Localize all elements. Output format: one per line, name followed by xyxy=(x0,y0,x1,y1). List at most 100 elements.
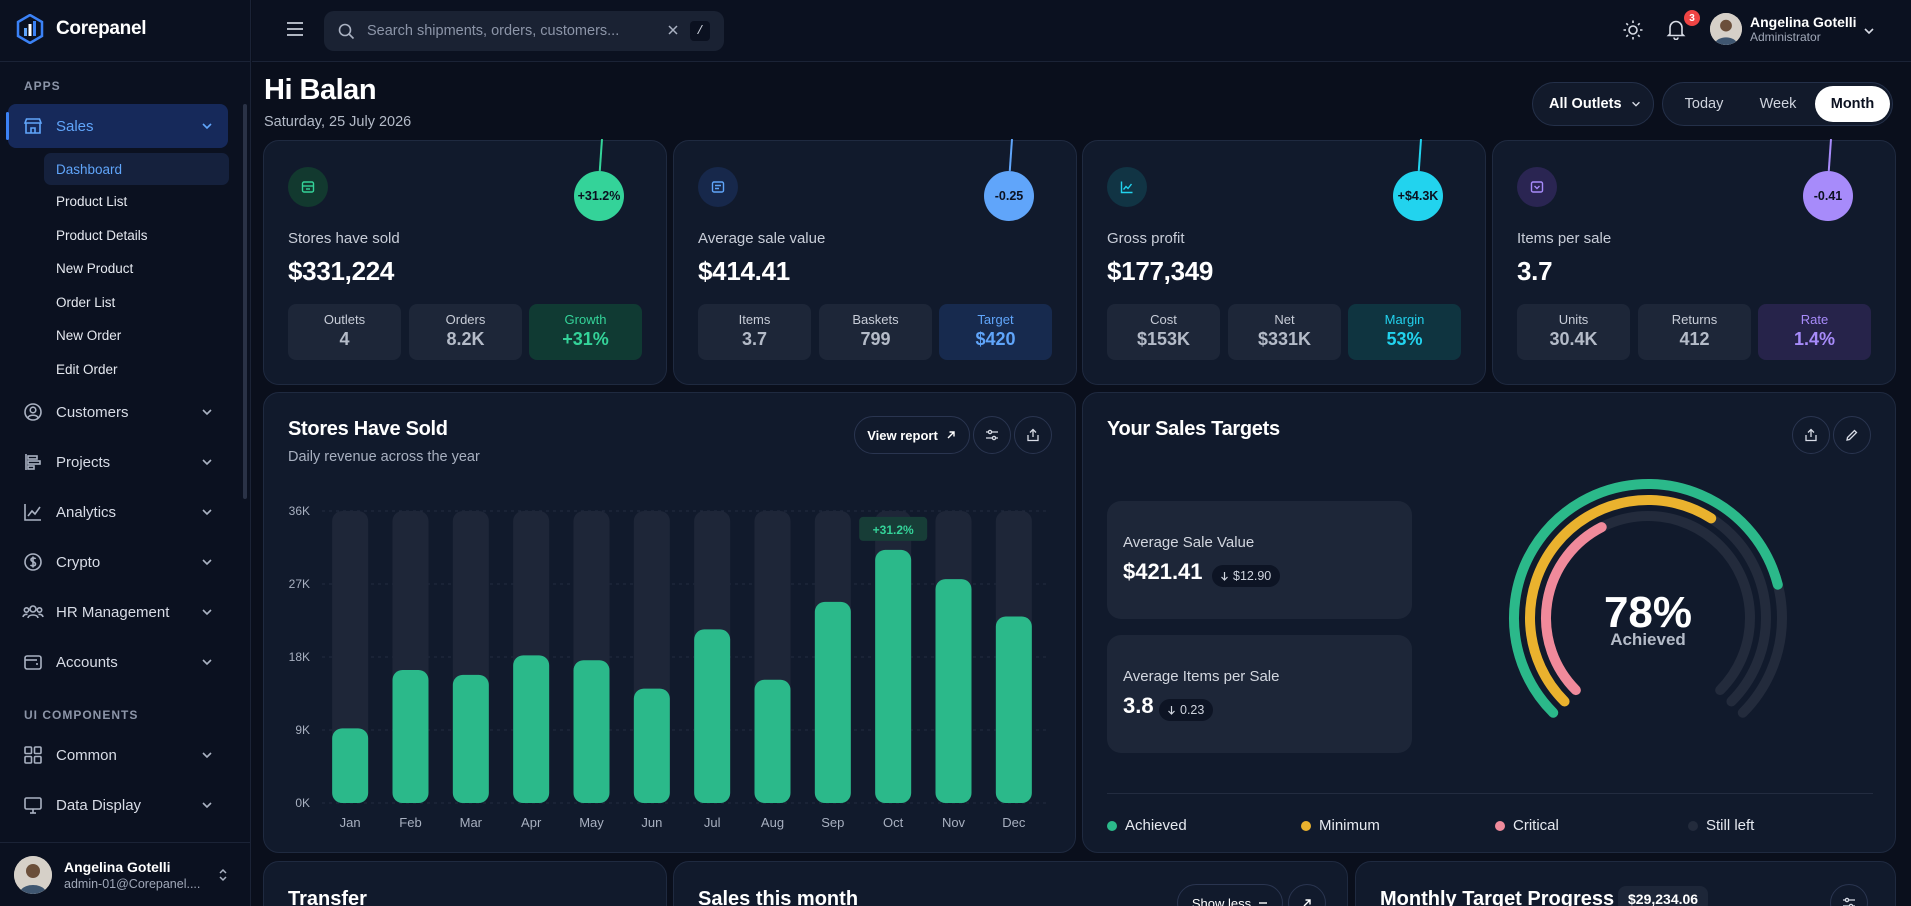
target-value: 3.8 xyxy=(1123,693,1154,718)
page-title: Hi Balan xyxy=(264,74,377,106)
mini-stat-items: Items 3.7 xyxy=(698,304,811,360)
chevron-down-icon xyxy=(202,752,212,759)
legend-label: Critical xyxy=(1513,817,1559,834)
x-tick-label: May xyxy=(579,815,604,830)
brand[interactable]: Corepanel xyxy=(16,14,147,44)
arrow-down-icon xyxy=(1221,572,1228,581)
chevron-down-icon xyxy=(202,509,212,516)
sidebar-item-label: Data Display xyxy=(56,796,142,814)
mini-stat-net: Net $331K xyxy=(1228,304,1341,360)
legend-dot xyxy=(1688,820,1698,831)
sidebar-item-analytics[interactable]: Analytics xyxy=(8,490,228,534)
menu-toggle-icon[interactable] xyxy=(286,20,304,38)
bell-icon[interactable] xyxy=(1666,18,1686,40)
share-button[interactable] xyxy=(1792,416,1830,454)
chevron-down-icon[interactable] xyxy=(1862,24,1876,38)
search-icon xyxy=(338,23,355,39)
submenu-item-new-order[interactable]: New Order xyxy=(56,328,122,344)
edit-button[interactable] xyxy=(1833,416,1871,454)
highlight-tooltip xyxy=(859,516,928,541)
target-value: $421.41 xyxy=(1123,559,1203,584)
section-label-apps: APPS xyxy=(24,79,61,93)
sidebar-scrollbar[interactable] xyxy=(243,104,247,499)
share-icon xyxy=(1027,428,1039,442)
delta-badge: $12.90 xyxy=(1212,565,1281,587)
chevron-updown-icon xyxy=(219,868,227,882)
sales-targets-card: Your Sales Targets Average Sale Value $4… xyxy=(1082,392,1896,853)
filter-button[interactable] xyxy=(1830,884,1868,906)
gauge-achieved-arc xyxy=(1509,479,1783,718)
submenu-item-edit-order[interactable]: Edit Order xyxy=(56,361,118,377)
stat-change-bubble: -0.41 xyxy=(1803,171,1853,221)
mini-stat-value: 8.2K xyxy=(446,329,485,349)
sidebar-item-projects[interactable]: Projects xyxy=(8,440,228,484)
view-report-button[interactable]: View report xyxy=(854,416,970,454)
x-tick-label: Aug xyxy=(761,815,784,830)
mini-stat-baskets: Baskets 799 xyxy=(819,304,932,360)
sliders-icon xyxy=(1843,897,1855,906)
submenu-item-new-product[interactable]: New Product xyxy=(56,261,134,277)
mini-stat-value: 30.4K xyxy=(1549,329,1598,349)
sidebar-item-label: Sales xyxy=(56,117,94,135)
expand-button[interactable] xyxy=(1288,884,1326,906)
share-button[interactable] xyxy=(1014,416,1052,454)
mini-stat-value: $420 xyxy=(975,329,1016,349)
stat-card-items-per-sale: -0.41 Items per sale 3.7 Units 30.4K Ret… xyxy=(1492,138,1896,385)
sales-submenu: Dashboard Product List Product Details N… xyxy=(44,153,229,386)
period-month[interactable]: Month xyxy=(1815,86,1890,122)
search-input[interactable] xyxy=(367,23,657,39)
sidebar-item-hr-management[interactable]: HR Management xyxy=(8,590,228,634)
sun-icon[interactable] xyxy=(1622,19,1644,41)
topbar-user-name: Angelina Gotelli xyxy=(1750,14,1857,30)
submenu-item-product-details[interactable]: Product Details xyxy=(56,227,148,243)
store-icon xyxy=(22,115,44,137)
mini-stat-rate: Rate 1.4% xyxy=(1758,304,1871,360)
projects-icon xyxy=(22,451,44,473)
legend-label: Minimum xyxy=(1319,817,1380,834)
view-report-label: View report xyxy=(867,427,938,443)
arrow-up-right-icon xyxy=(1303,899,1311,906)
legend-label: Still left xyxy=(1706,817,1755,834)
sidebar-item-customers[interactable]: Customers xyxy=(8,390,228,434)
submenu-item-order-list[interactable]: Order List xyxy=(56,294,116,310)
period-week[interactable]: Week xyxy=(1759,96,1797,112)
sidebar-item-label: HR Management xyxy=(56,603,170,621)
corepanel-logo-icon xyxy=(16,14,44,44)
sidebar-item-data-display[interactable]: Data Display xyxy=(8,783,228,827)
mini-stat-value: 412 xyxy=(1679,329,1710,349)
sidebar-item-common[interactable]: Common xyxy=(8,733,228,777)
period-today[interactable]: Today xyxy=(1684,96,1724,112)
bar xyxy=(452,674,489,803)
close-icon[interactable] xyxy=(666,23,680,37)
show-less-button[interactable]: Show less xyxy=(1177,884,1283,906)
mini-stat-label: Target xyxy=(977,312,1014,327)
outlet-filter-dropdown[interactable]: All Outlets xyxy=(1532,82,1654,126)
notification-badge: 3 xyxy=(1684,10,1700,26)
topbar-user[interactable]: Angelina Gotelli Administrator xyxy=(1710,13,1857,45)
sidebar-user-email: admin-01@Corepanel.... xyxy=(64,876,201,891)
mini-stat-target: Target $420 xyxy=(939,304,1052,360)
sidebar-user-name: Angelina Gotelli xyxy=(64,858,171,875)
target-average-items-per-sale: Average Items per Sale 3.8 0.23 xyxy=(1107,635,1412,753)
x-tick-label: Oct xyxy=(883,815,904,830)
mini-stat-value: +31% xyxy=(562,329,609,349)
topbar-user-role: Administrator xyxy=(1750,30,1821,44)
sidebar-item-label: Common xyxy=(56,746,117,764)
arrow-up-right-icon xyxy=(947,431,955,439)
revenue-chart-card: Stores Have Sold Daily revenue across th… xyxy=(263,392,1076,853)
sidebar-item-accounts[interactable]: Accounts xyxy=(8,640,228,684)
sidebar-item-crypto[interactable]: Crypto xyxy=(8,540,228,584)
bar xyxy=(754,679,791,803)
sidebar-item-sales[interactable]: Sales xyxy=(6,104,228,148)
submenu-item-dashboard[interactable]: Dashboard xyxy=(44,153,229,185)
search-bar: / xyxy=(324,11,724,51)
sidebar-item-label: Crypto xyxy=(56,553,101,571)
mini-stat-label: Growth xyxy=(564,312,607,327)
filter-button[interactable] xyxy=(973,416,1011,454)
monthly-target-value: $29,234.06 xyxy=(1618,886,1709,906)
legend-dot xyxy=(1495,820,1505,831)
submenu-item-product-list[interactable]: Product List xyxy=(56,194,128,210)
legend-dot xyxy=(1107,820,1117,831)
stat-label: Average sale value xyxy=(698,230,826,247)
sidebar-user-card[interactable]: Angelina Gotelli admin-01@Corepanel.... xyxy=(0,842,251,906)
